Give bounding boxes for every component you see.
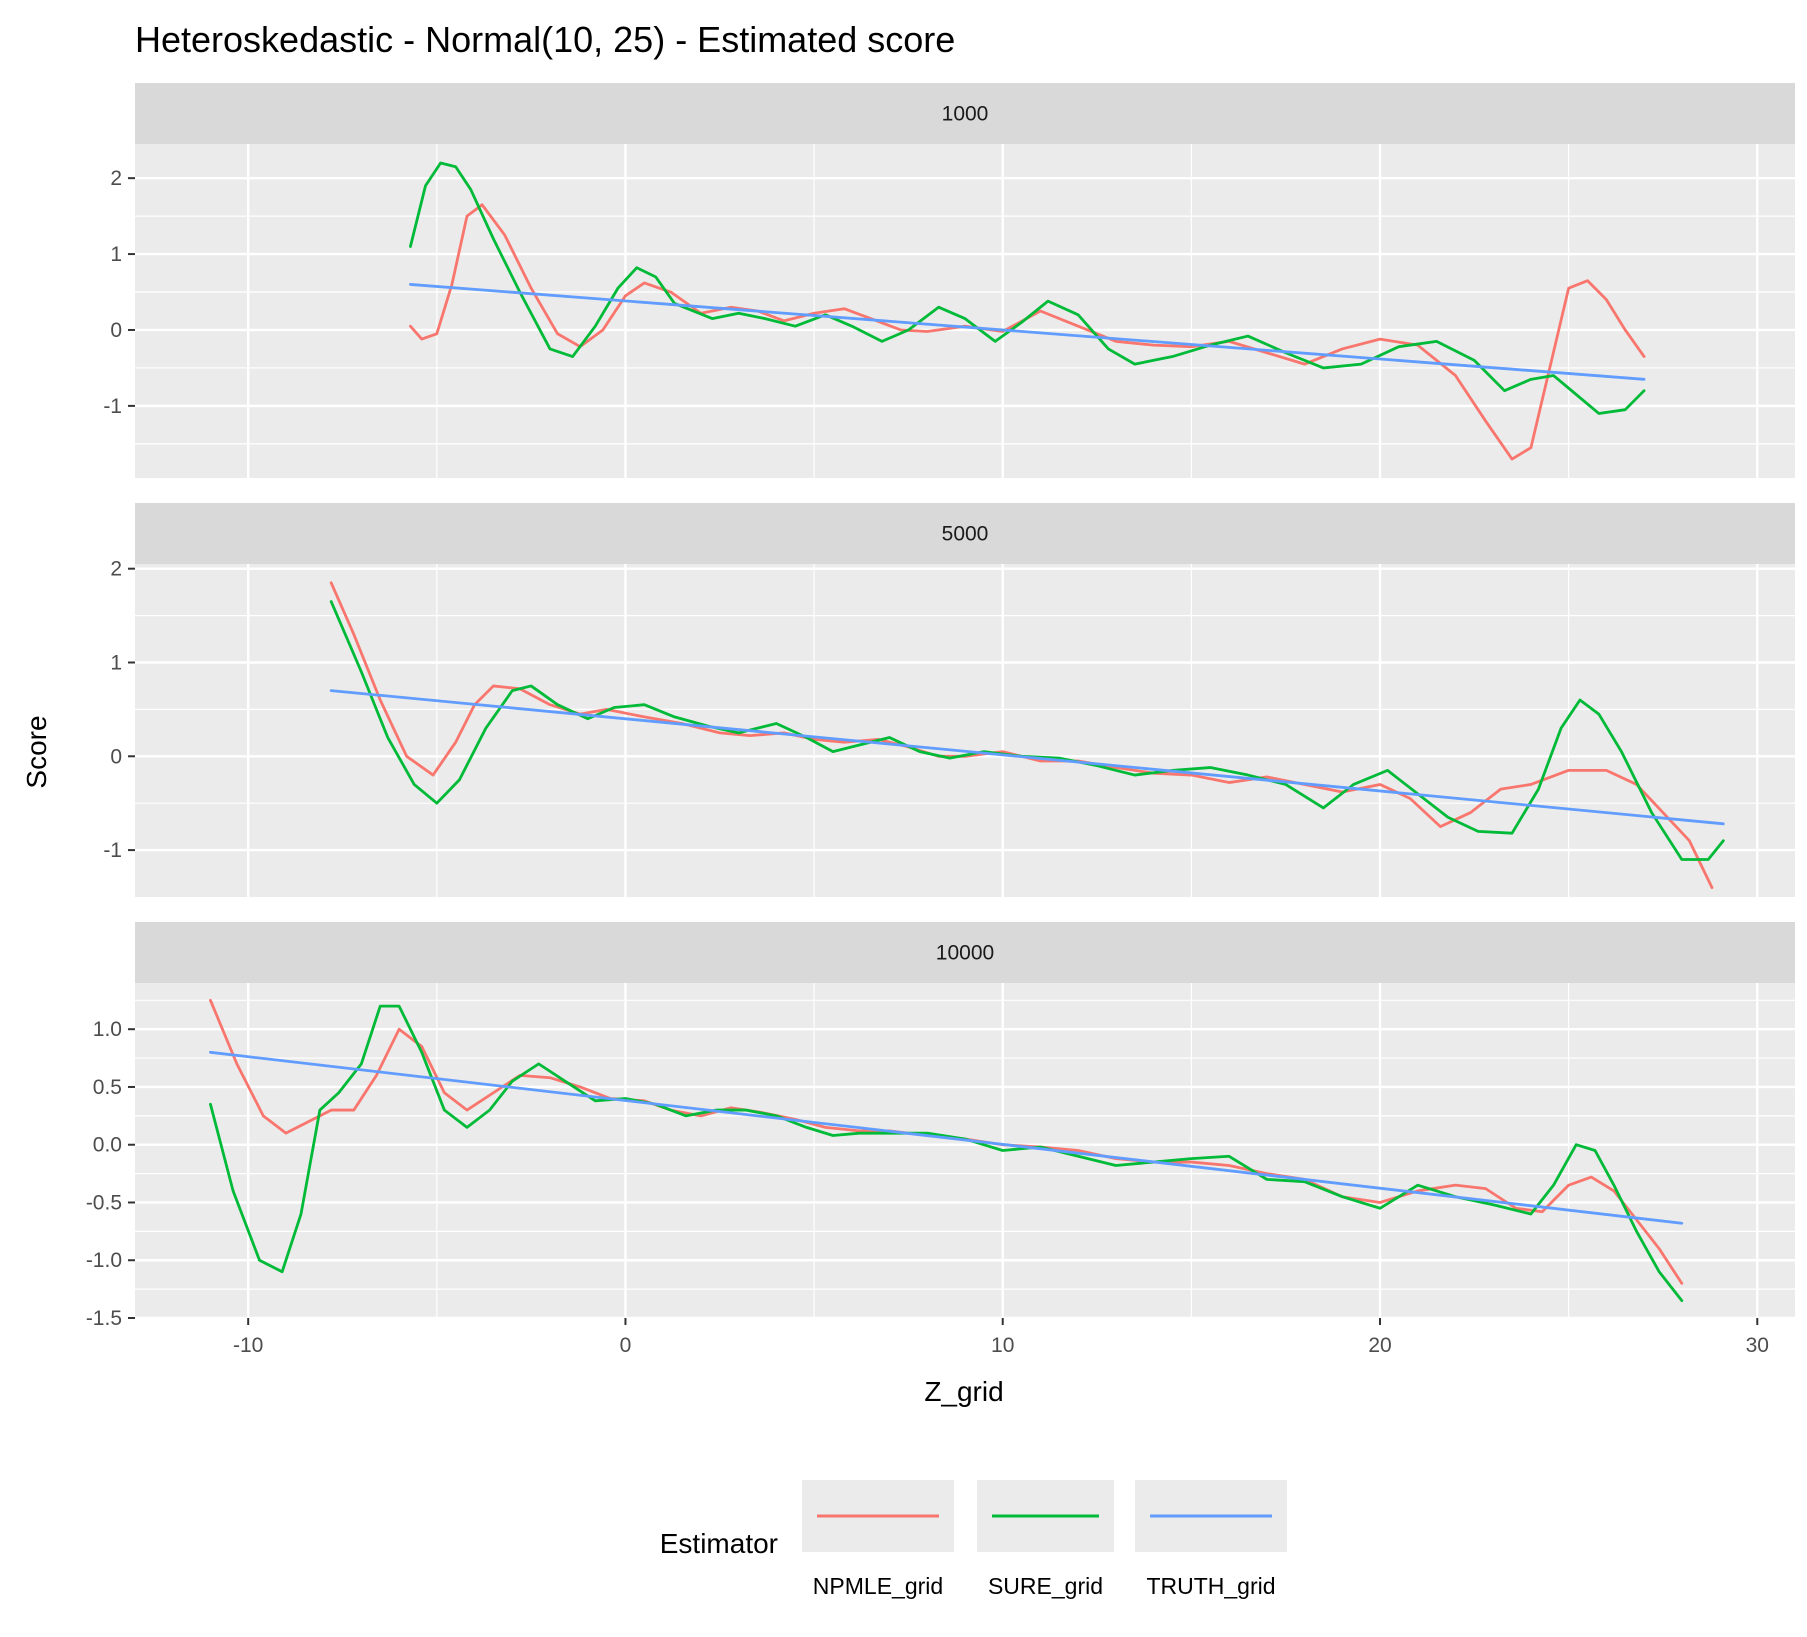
series-line-npmle-grid <box>409 203 1646 461</box>
y-tick-label: -0.5 <box>86 1191 122 1214</box>
legend-item-truth-grid: TRUTH_grid <box>1135 1480 1287 1599</box>
y-tick-label: 0 <box>110 745 122 768</box>
panel-series <box>409 161 1646 461</box>
facet-strip <box>135 503 1795 564</box>
panel-series <box>329 581 1725 890</box>
panel-grid <box>135 564 1795 897</box>
series-line-truth-grid <box>209 1050 1684 1225</box>
y-tick-label: 2 <box>110 167 122 190</box>
legend-label: NPMLE_grid <box>813 1573 943 1599</box>
facet-panel-10000: 10000 -1.5 -1.0 -0.5 0.0 0.5 1.0 <box>86 922 1795 1330</box>
facet-panel-1000: 1000 -1 0 1 2 <box>103 83 1795 478</box>
y-tick-label: 1 <box>110 651 122 674</box>
panel-background <box>135 983 1795 1318</box>
facet-panel-5000: 5000 -1 0 1 2 <box>103 503 1795 897</box>
y-tick-label: 1 <box>110 243 122 266</box>
legend-label: TRUTH_grid <box>1146 1573 1275 1599</box>
y-tick-label: -1.5 <box>86 1307 122 1330</box>
series-line-sure-grid <box>209 1004 1684 1303</box>
y-tick-label: 2 <box>110 558 122 581</box>
y-axis-5000: -1 0 1 2 <box>103 558 135 862</box>
legend-label: SURE_grid <box>988 1573 1103 1599</box>
series-line-truth-grid <box>409 283 1646 381</box>
x-tick-label: -10 <box>233 1334 263 1357</box>
panel-grid <box>135 144 1795 478</box>
legend-item-npmle-grid: NPMLE_grid <box>802 1480 954 1599</box>
panel-background <box>135 144 1795 478</box>
x-tick-label: 30 <box>1746 1334 1769 1357</box>
y-axis-1000: -1 0 1 2 <box>103 167 135 418</box>
x-tick-label: 10 <box>991 1334 1014 1357</box>
series-line-sure-grid <box>409 161 1646 415</box>
y-tick-label: 1.0 <box>93 1018 122 1041</box>
x-axis: -10 0 10 20 30 <box>233 1318 1769 1357</box>
y-tick-label: 0.0 <box>93 1134 122 1157</box>
x-axis-title: Z_grid <box>924 1376 1003 1407</box>
facet-strip-label: 5000 <box>942 523 989 546</box>
facet-strip-label: 10000 <box>936 942 994 965</box>
y-axis-title: Score <box>21 715 52 788</box>
panel-series <box>209 998 1684 1303</box>
y-tick-label: 0 <box>110 319 122 342</box>
y-axis-10000: -1.5 -1.0 -0.5 0.0 0.5 1.0 <box>86 1018 135 1330</box>
y-tick-label: -1.0 <box>86 1249 122 1272</box>
y-tick-label: -1 <box>103 839 122 862</box>
facet-strip <box>135 922 1795 983</box>
facet-strip-label: 1000 <box>942 103 989 126</box>
facet-strip <box>135 83 1795 144</box>
legend-items: NPMLE_grid SURE_grid TRUTH_grid <box>802 1480 1287 1599</box>
panel-grid <box>135 983 1795 1320</box>
series-line-truth-grid <box>329 689 1725 826</box>
y-tick-label: -1 <box>103 395 122 418</box>
y-tick-label: 0.5 <box>93 1076 122 1099</box>
plot-title: Heteroskedastic - Normal(10, 25) - Estim… <box>135 19 955 60</box>
legend-item-sure-grid: SURE_grid <box>977 1480 1114 1599</box>
panel-background <box>135 564 1795 897</box>
facet-panels: 1000 -1 0 1 2 5000 -1 0 1 2 10000 -1.5 -1.0 -0.5 0.0 0.… <box>86 83 1795 1330</box>
x-tick-label: 20 <box>1368 1334 1391 1357</box>
x-tick-label: 0 <box>620 1334 632 1357</box>
legend: Estimator NPMLE_grid SURE_grid TRUTH_grid <box>660 1480 1287 1599</box>
legend-title: Estimator <box>660 1528 778 1559</box>
